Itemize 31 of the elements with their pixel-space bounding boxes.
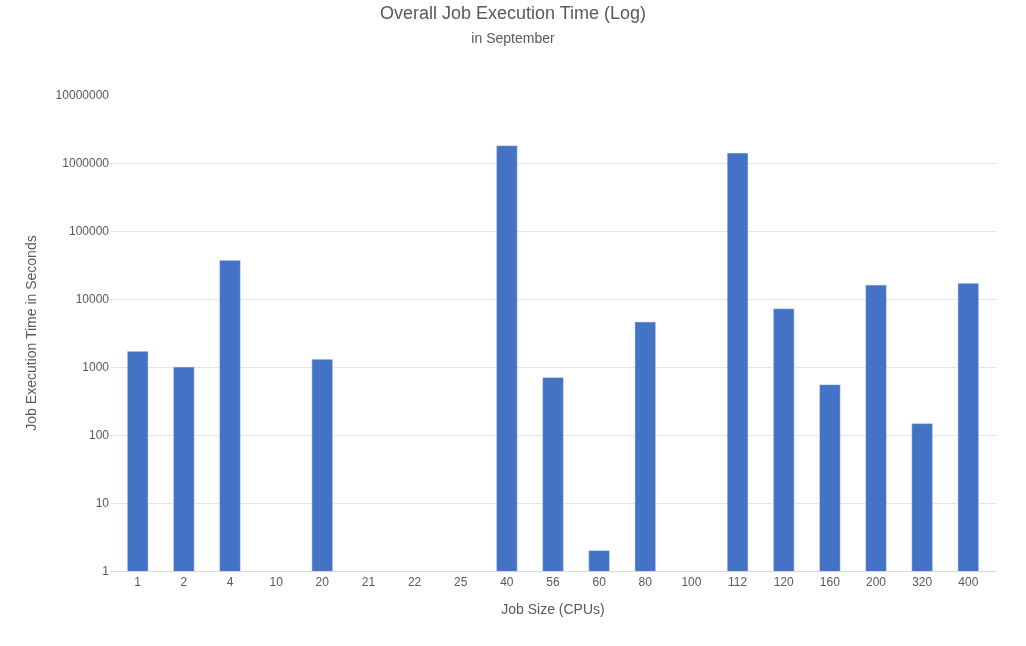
x-tick-label: 4 <box>226 575 234 590</box>
y-tick-label: 100000 <box>68 224 110 239</box>
y-tick-label: 10 <box>95 496 110 511</box>
chart-subtitle: in September <box>471 29 555 46</box>
x-tick-label: 112 <box>728 575 748 590</box>
x-tick-label: 21 <box>361 575 376 590</box>
x-tick-label: 10 <box>269 575 284 590</box>
x-tick-label: 2 <box>180 575 188 590</box>
chart-title: Overall Job Execution Time (Log) <box>379 3 647 24</box>
x-tick-label: 160 <box>819 575 841 590</box>
x-tick-label: 120 <box>773 575 795 590</box>
x-tick-label: 56 <box>546 575 560 590</box>
y-tick-label: 10000000 <box>55 88 110 103</box>
y-tick-label: 100 <box>88 428 110 443</box>
y-tick-label: 1000000 <box>62 156 110 171</box>
x-tick-label: 60 <box>592 575 607 590</box>
y-tick-label: 1000 <box>82 360 110 375</box>
x-tick-label: 1 <box>134 575 142 590</box>
x-axis-title: Job Size (CPUs) <box>501 600 605 617</box>
x-tick-label: 100 <box>681 575 702 590</box>
x-tick-label: 400 <box>958 575 979 590</box>
y-tick-label: 1 <box>102 564 110 579</box>
x-tick-label: 320 <box>912 575 933 590</box>
x-tick-label: 20 <box>315 575 330 590</box>
x-tick-label: 80 <box>638 575 653 590</box>
y-tick-label: 10000 <box>75 292 110 307</box>
x-tick-label: 40 <box>500 575 514 590</box>
x-tick-label: 22 <box>407 575 422 590</box>
x-tick-label: 200 <box>866 575 887 590</box>
y-axis-title: Job Execution Time in Seconds <box>23 235 40 431</box>
x-tick-label: 25 <box>454 575 468 590</box>
